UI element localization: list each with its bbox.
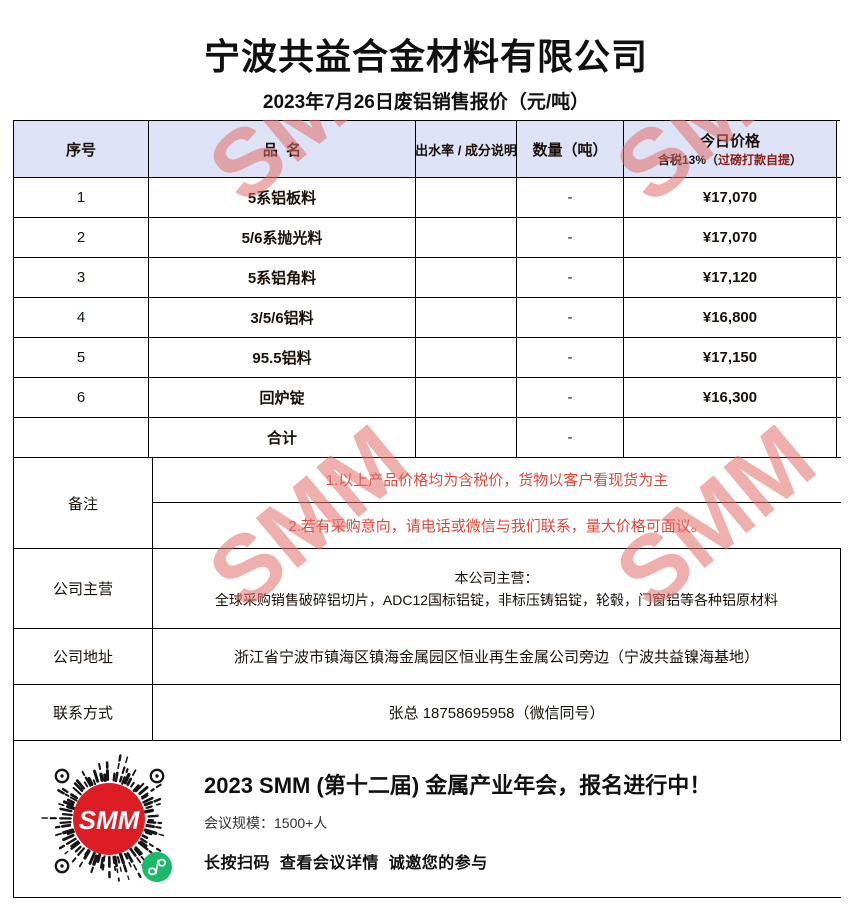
svg-text:SMM: SMM [79,805,141,835]
